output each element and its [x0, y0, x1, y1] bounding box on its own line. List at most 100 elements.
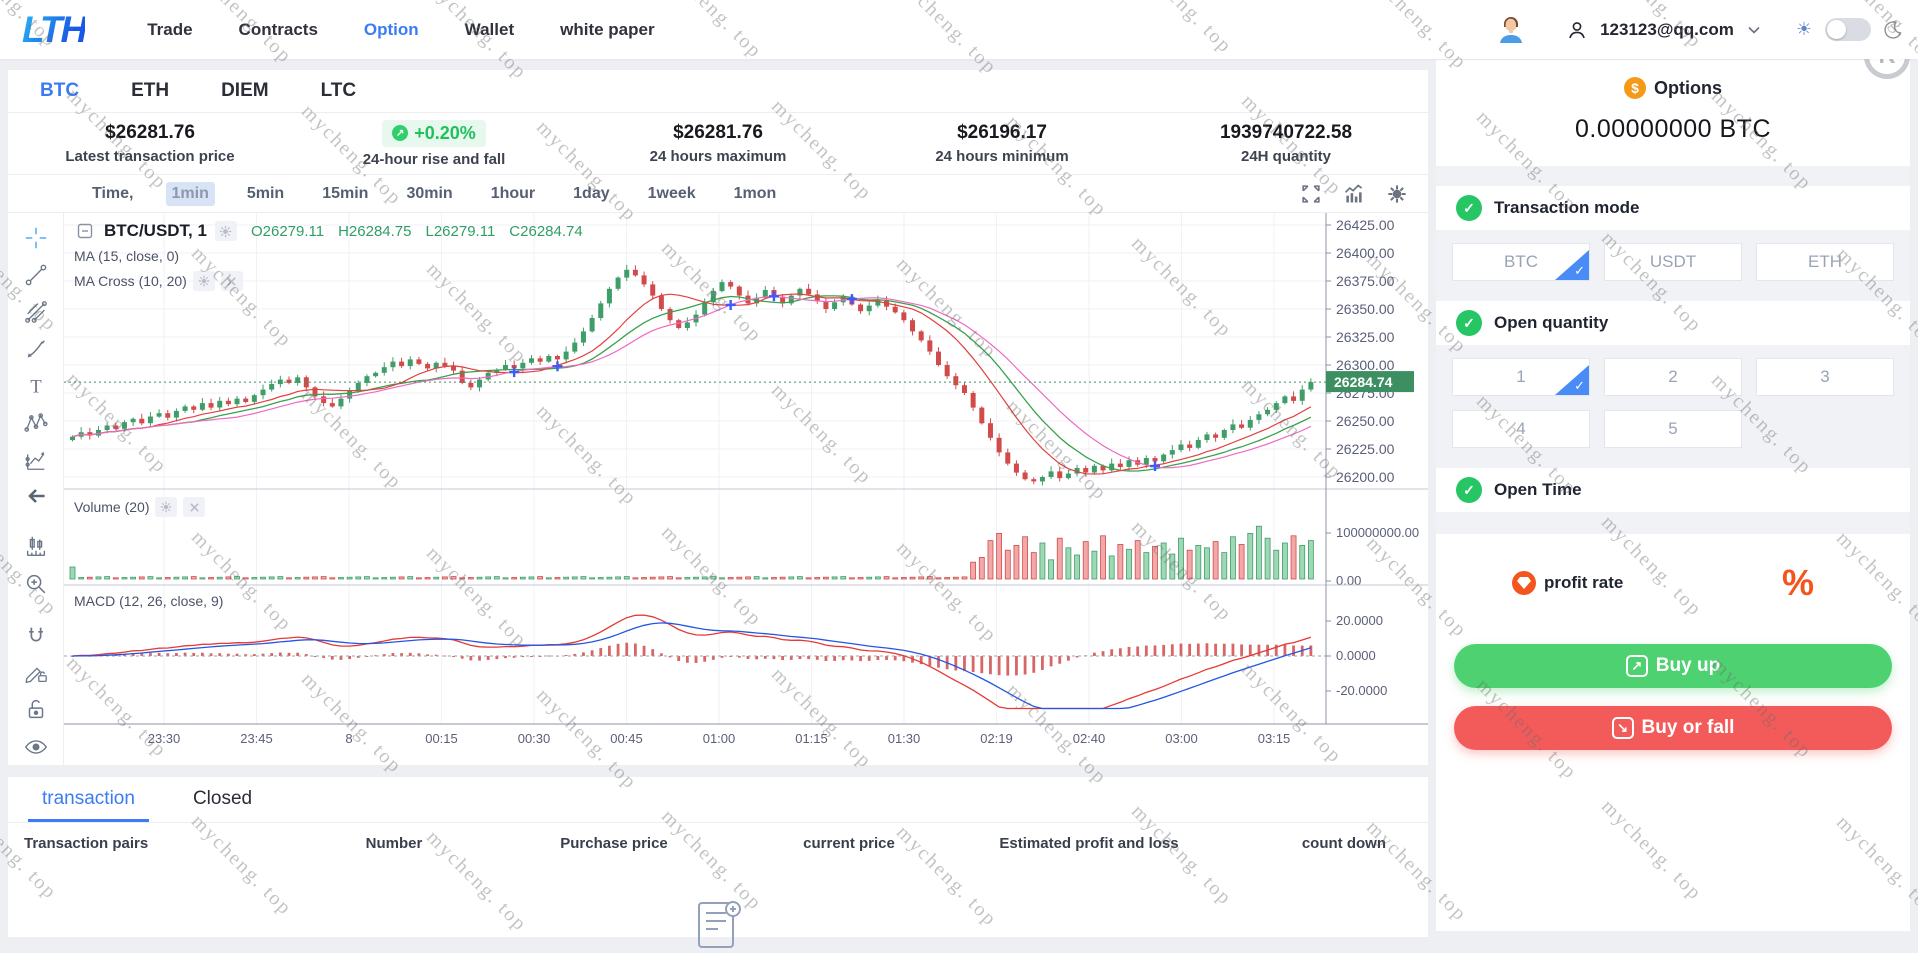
forecast-icon[interactable]: [19, 447, 53, 473]
svg-text:01:15: 01:15: [795, 731, 828, 746]
nav-item-option[interactable]: Option: [363, 19, 419, 39]
column-number: Number: [365, 834, 423, 852]
timeframe-1day[interactable]: 1day: [573, 184, 610, 202]
magnet-icon[interactable]: [19, 623, 53, 649]
market-tab-btc[interactable]: BTC: [40, 80, 80, 101]
stat-24-hours-maximum: $26281.76 24 hours maximum: [576, 122, 860, 165]
quantity-option-1[interactable]: 1 ✓: [1452, 358, 1590, 396]
xabcd-pattern-icon[interactable]: [19, 410, 53, 436]
timeframe-1week[interactable]: 1week: [647, 184, 696, 202]
svg-text:0.00: 0.00: [1336, 573, 1361, 588]
market-tabs: BTC ETH DIEM LTC: [8, 70, 1428, 113]
svg-text:-20.0000: -20.0000: [1336, 683, 1387, 698]
stat-label: 24 hours maximum: [649, 148, 787, 165]
lock-icon[interactable]: [19, 697, 53, 723]
drawing-lock-icon[interactable]: [19, 660, 53, 686]
ohlc-close: C26284.74: [509, 222, 583, 240]
back-arrow-icon[interactable]: [19, 484, 53, 508]
timeframe-1mon[interactable]: 1mon: [733, 184, 777, 202]
market-tab-diem[interactable]: DIEM: [221, 80, 269, 101]
quantity-option-2[interactable]: 2: [1604, 358, 1742, 396]
chart-controls: [1300, 183, 1408, 205]
volume-close-icon[interactable]: [183, 497, 206, 517]
orders-tab-closed[interactable]: Closed: [192, 788, 253, 809]
orders-tab-transaction[interactable]: transaction: [28, 788, 149, 822]
eye-icon[interactable]: [19, 734, 53, 760]
selected-corner: [1555, 365, 1589, 395]
quantity-option-5[interactable]: 5: [1604, 410, 1742, 448]
check-circle-icon: ✓: [1456, 310, 1482, 336]
user-icon: [1567, 20, 1587, 40]
quantity-option-4[interactable]: 4: [1452, 410, 1590, 448]
mode-option-btc[interactable]: BTC ✓: [1452, 243, 1590, 281]
trend-down-icon: ↘: [1611, 717, 1634, 739]
user-email[interactable]: 123123@qq.com: [1600, 19, 1734, 39]
chevron-down-icon[interactable]: [1747, 25, 1761, 35]
app-logo[interactable]: LTH: [22, 8, 87, 50]
ma-cross-markers: [509, 291, 1160, 472]
transaction-mode-section: ✓ Transaction mode: [1436, 186, 1910, 230]
timeframe-30min[interactable]: 30min: [406, 184, 453, 202]
timeframe-1hour[interactable]: 1hour: [490, 184, 536, 202]
chart-symbol[interactable]: BTC/USDT, 1: [104, 221, 207, 240]
ma15-line: [72, 295, 1312, 472]
nav-item-trade[interactable]: Trade: [147, 19, 193, 39]
stat-latest-transaction-price: $26281.76 Latest transaction price: [8, 122, 292, 165]
zoom-in-icon[interactable]: [19, 571, 53, 597]
nav-item-contracts[interactable]: Contracts: [238, 19, 318, 39]
indicators-icon[interactable]: [1342, 183, 1366, 205]
profit-block: profit rate % ↗ Buy up ↘ Buy or fall: [1436, 534, 1910, 931]
ma-cross-settings-gear-icon[interactable]: [192, 271, 215, 291]
timeframe-1min[interactable]: 1min: [165, 181, 215, 206]
ma20-line: [72, 295, 1312, 469]
timeframe-5min[interactable]: 5min: [246, 184, 285, 202]
mode-option-usdt[interactable]: USDT: [1604, 243, 1742, 281]
settings-gear-icon[interactable]: [1386, 183, 1408, 205]
symbol-settings-gear-icon[interactable]: [214, 221, 237, 241]
price-chart[interactable]: 23:30 23:45 8 00:15 00:30 00:45 01:00 01:15 01:3…: [64, 213, 1428, 765]
brush-icon[interactable]: [19, 336, 53, 362]
measure-icon[interactable]: [19, 534, 53, 560]
stat-value: $26281.76: [105, 122, 195, 143]
buy-fall-button[interactable]: ↘ Buy or fall: [1454, 706, 1892, 750]
trend-line-icon[interactable]: [19, 262, 53, 288]
ohlc-low: L26279.11: [425, 222, 496, 240]
stat-value: $26281.76: [673, 122, 763, 143]
orders-card: transaction Closed Transaction pairs Numbe…: [8, 777, 1428, 948]
drawing-toolbar: T: [7, 213, 64, 802]
trend-up-icon: ↗: [392, 125, 409, 141]
crosshair-icon[interactable]: [19, 225, 53, 251]
chart-area: 23:30 23:45 8 00:15 00:30 00:45 01:00 01:15 01:3…: [64, 213, 1428, 765]
volume-settings-gear-icon[interactable]: [155, 497, 178, 517]
open-time-label: Open Time: [1494, 480, 1582, 499]
selected-corner: [1555, 250, 1589, 280]
stat-value: ↗ +0.20%: [292, 119, 576, 147]
svg-text:26250.00: 26250.00: [1336, 413, 1395, 429]
orders-tabs: transaction Closed: [8, 777, 1428, 823]
market-tab-ltc[interactable]: LTC: [320, 80, 357, 101]
quantity-option-3[interactable]: 3: [1756, 358, 1894, 396]
text-icon[interactable]: T: [19, 373, 53, 399]
collapse-pane-icon[interactable]: [74, 221, 96, 241]
stat-label: Latest transaction price: [65, 148, 235, 165]
stat-label: 24 hours minimum: [935, 148, 1069, 165]
support-avatar-icon[interactable]: [1496, 15, 1526, 45]
stat-value: 1939740722.58: [1219, 122, 1353, 143]
fib-tools-icon[interactable]: [19, 299, 53, 325]
macd-signal-line: [72, 622, 1312, 710]
current-price-tag: [1326, 371, 1414, 393]
svg-text:23:30: 23:30: [148, 731, 181, 746]
balance-amount: 0.00000000 BTC: [1574, 115, 1772, 143]
timeframe-15min[interactable]: 15min: [322, 184, 369, 202]
ma-cross-close-icon[interactable]: [220, 271, 243, 291]
fullscreen-icon[interactable]: [1300, 183, 1322, 205]
buy-up-button[interactable]: ↗ Buy up: [1454, 644, 1892, 688]
market-tab-eth[interactable]: ETH: [131, 80, 170, 101]
nav-item-white-paper[interactable]: white paper: [560, 19, 655, 39]
nav-item-wallet[interactable]: Wallet: [464, 19, 515, 39]
mode-option-eth[interactable]: ETH: [1756, 243, 1894, 281]
svg-text:26225.00: 26225.00: [1336, 441, 1395, 457]
svg-text:02:19: 02:19: [980, 731, 1013, 746]
timeframe-time-[interactable]: Time,: [92, 184, 134, 202]
theme-toggle[interactable]: [1825, 18, 1871, 41]
